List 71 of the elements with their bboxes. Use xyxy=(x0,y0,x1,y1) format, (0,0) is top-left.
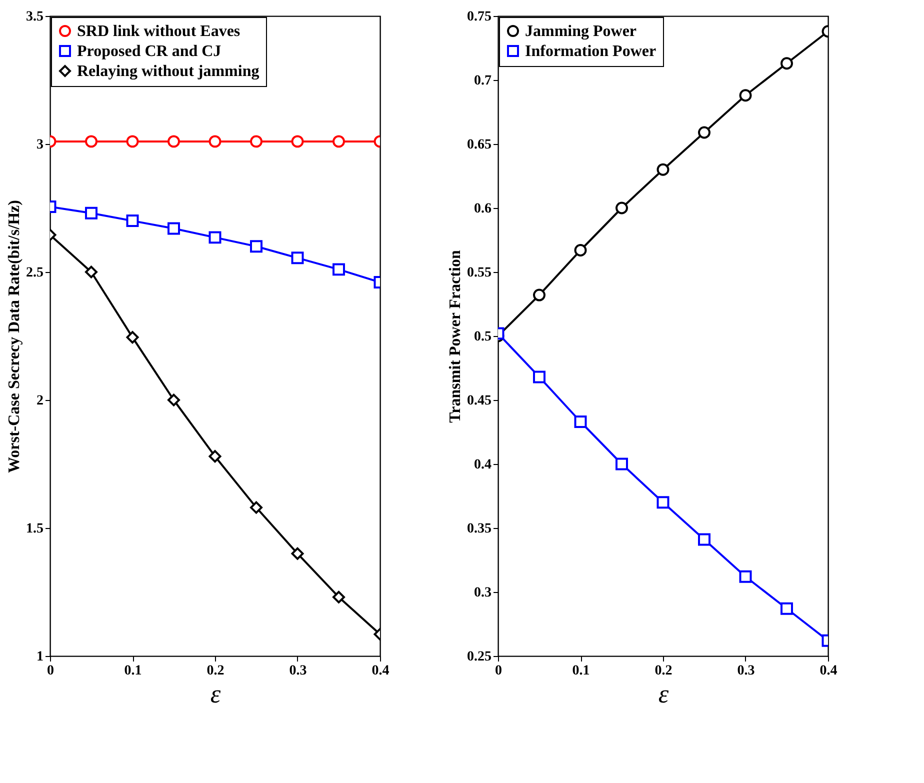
x-axis-title: ε xyxy=(210,680,222,708)
legend-label: Relaying without jamming xyxy=(77,63,260,80)
y-tick-label: 1 xyxy=(36,650,44,664)
point xyxy=(698,533,710,546)
point xyxy=(208,231,222,244)
x-axis-title: ε xyxy=(658,680,670,708)
x-tick-label: 0 xyxy=(495,664,502,678)
x-tick-label: 0.1 xyxy=(572,664,590,678)
point xyxy=(126,214,139,228)
point xyxy=(332,590,345,604)
point xyxy=(291,135,304,148)
point xyxy=(574,244,587,256)
point xyxy=(780,57,793,70)
point xyxy=(85,206,98,220)
y-tick-label: 0.3 xyxy=(474,586,492,600)
point xyxy=(168,222,180,235)
y-tick-label: 0.4 xyxy=(474,458,492,472)
y-tick-label: 0.65 xyxy=(467,138,492,152)
point xyxy=(208,450,222,463)
point xyxy=(291,547,304,560)
point xyxy=(208,135,222,148)
legend-label: Information Power xyxy=(525,43,656,60)
point xyxy=(250,135,262,148)
point xyxy=(739,570,752,583)
legend-label: Proposed CR and CJ xyxy=(77,43,222,60)
point xyxy=(332,135,345,148)
point xyxy=(780,602,793,615)
x-tick-label: 0.4 xyxy=(372,664,390,678)
x-tick-label: 0 xyxy=(47,664,54,678)
legend-label: SRD link without Eaves xyxy=(77,23,240,40)
point xyxy=(168,394,180,406)
y-tick-label: 0.45 xyxy=(467,394,492,408)
x-tick-label: 0.2 xyxy=(206,664,224,678)
point xyxy=(250,240,262,253)
y-axis-title: Worst-Case Secrecy Data Rate(bit/s/Hz) xyxy=(6,200,23,473)
point xyxy=(616,202,628,214)
point xyxy=(533,370,546,384)
y-tick-label: 0.7 xyxy=(474,74,492,88)
x-tick-label: 0.3 xyxy=(289,664,307,678)
point xyxy=(656,496,670,509)
point xyxy=(250,501,262,514)
y-tick-label: 0.55 xyxy=(467,266,492,280)
y-tick-label: 1.5 xyxy=(26,522,44,536)
point xyxy=(616,458,628,470)
point xyxy=(574,416,587,428)
legend-label: Jamming Power xyxy=(525,23,637,40)
point xyxy=(85,266,98,278)
point xyxy=(533,288,546,302)
y-tick-label: 2 xyxy=(36,394,44,408)
y-axis-title: Transmit Power Fraction xyxy=(447,250,464,423)
point xyxy=(739,89,752,102)
point xyxy=(168,135,180,148)
point xyxy=(656,163,670,176)
point xyxy=(126,135,139,148)
y-tick-label: 0.6 xyxy=(474,202,492,216)
y-tick-label: 0.5 xyxy=(474,330,492,344)
point xyxy=(85,135,98,148)
point xyxy=(126,331,139,344)
x-tick-label: 0.4 xyxy=(820,664,838,678)
y-tick-label: 3.5 xyxy=(26,10,44,24)
x-tick-label: 0.2 xyxy=(654,664,672,678)
y-tick-label: 2.5 xyxy=(26,266,44,280)
y-tick-label: 0.35 xyxy=(467,522,492,536)
point xyxy=(291,252,304,264)
point xyxy=(698,126,710,139)
y-tick-label: 0.25 xyxy=(467,650,492,664)
y-tick-label: 0.75 xyxy=(467,10,492,24)
point xyxy=(332,263,345,276)
y-tick-label: 3 xyxy=(36,138,44,152)
x-tick-label: 0.3 xyxy=(737,664,755,678)
x-tick-label: 0.1 xyxy=(124,664,142,678)
